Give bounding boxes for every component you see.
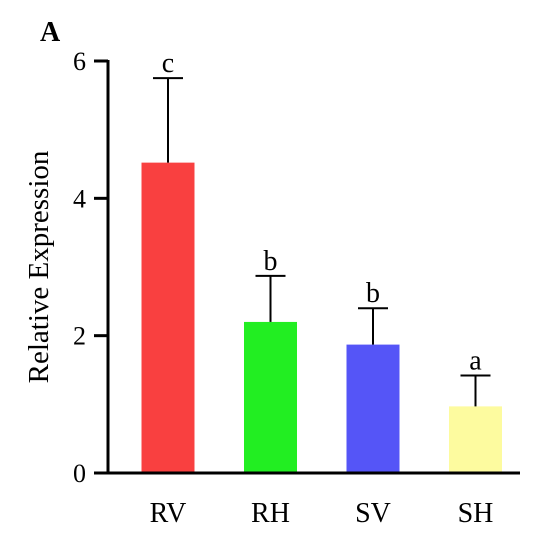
error-bar-rv (153, 77, 183, 163)
bar-rv (141, 162, 195, 474)
error-bars (153, 77, 491, 407)
y-tick-label-3: 6 (73, 47, 86, 76)
y-axis-ticks: 0 2 4 6 (73, 47, 108, 488)
bar-sv (346, 344, 400, 473)
category-label-rh: RH (251, 498, 290, 529)
error-bar-sv (358, 307, 388, 345)
y-tick-label-1: 2 (73, 322, 86, 351)
category-label-rv: RV (150, 498, 187, 529)
category-labels: RV RH SV SH (150, 498, 494, 529)
significance-label-rh: b (264, 246, 278, 277)
significance-label-sv: b (366, 278, 380, 309)
bar-sh (449, 406, 502, 473)
y-tick-label-0: 0 (73, 459, 86, 488)
significance-labels: c b b a (162, 48, 483, 376)
bar-rh (244, 321, 297, 473)
significance-label-rv: c (162, 48, 174, 79)
significance-label-sh: a (469, 345, 482, 376)
error-bar-sh (460, 374, 491, 407)
category-label-sh: SH (458, 498, 494, 529)
error-bar-rh (255, 274, 286, 322)
bars (141, 162, 502, 474)
y-axis-label: Relative Expression (23, 150, 55, 383)
category-label-sv: SV (355, 498, 391, 529)
y-tick-label-2: 4 (73, 184, 86, 213)
panel-label: A (40, 17, 61, 48)
